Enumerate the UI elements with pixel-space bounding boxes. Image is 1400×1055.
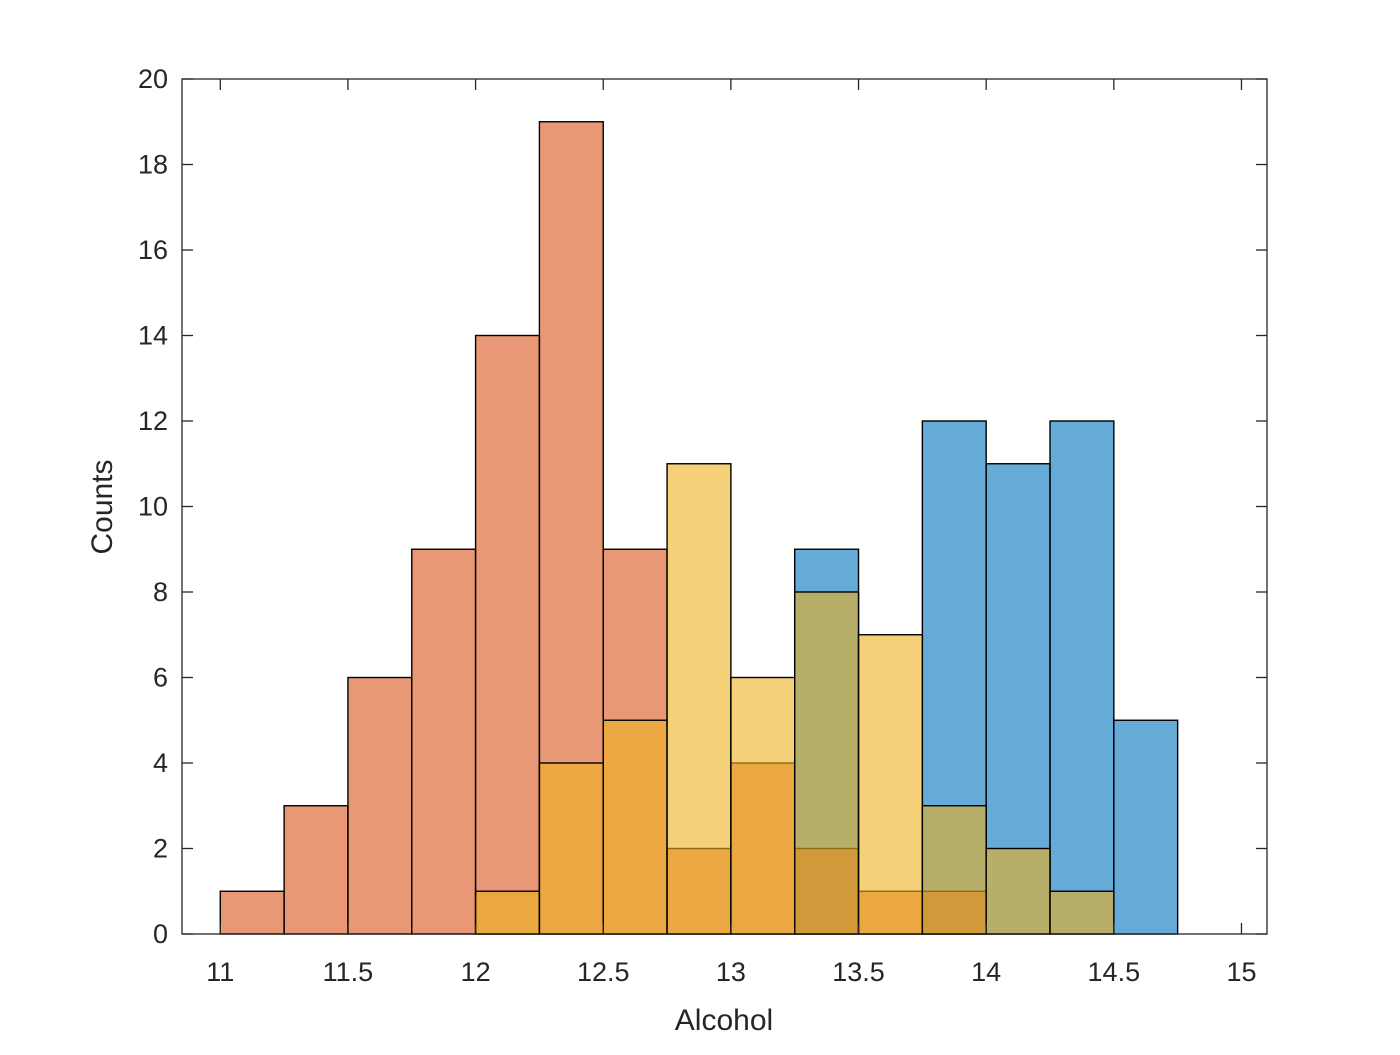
- y-tick-label: 10: [138, 492, 168, 522]
- y-tick-label: 6: [153, 663, 168, 693]
- bar-series-3-bin-6: [538, 762, 604, 935]
- x-tick-label: 13: [716, 957, 746, 987]
- bar-series-3-bin-11: [857, 634, 924, 935]
- x-tick-label: 11: [206, 957, 234, 987]
- y-tick-label: 12: [138, 406, 168, 436]
- bar-series-3-bin-14: [1049, 890, 1115, 935]
- y-tick-label: 20: [138, 64, 168, 94]
- bar-series-2-bin-2: [283, 805, 349, 935]
- x-tick-label: 15: [1226, 957, 1256, 987]
- x-tick-label: 11.5: [323, 957, 374, 987]
- y-tick-label: 8: [153, 577, 168, 607]
- bar-series-3-bin-5: [474, 890, 541, 935]
- bar-series-2-bin-1: [219, 890, 285, 935]
- y-tick-label: 2: [153, 834, 168, 864]
- bar-series-3-bin-8: [666, 463, 732, 935]
- bar-series-3-bin-13: [985, 847, 1051, 935]
- y-tick-label: 14: [138, 321, 168, 351]
- bar-series-3-bin-12: [921, 805, 987, 935]
- x-tick-label: 12: [461, 957, 491, 987]
- bars-layer: [219, 121, 1179, 935]
- bar-series-3-bin-7: [602, 719, 668, 935]
- x-tick-label: 14.5: [1088, 957, 1141, 987]
- labels-layer: 11 11.5 12 12.5 13 13.5 14 14.5 15 0 2 4 6 8 10 12 14 16 1…: [138, 64, 1257, 987]
- x-tick-label: 12.5: [577, 957, 630, 987]
- y-tick-label: 16: [138, 235, 168, 265]
- x-tick-label: 13.5: [832, 957, 885, 987]
- bar-series-3-bin-9: [730, 676, 796, 935]
- bar-series-2-bin-5: [474, 334, 541, 935]
- y-tick-label: 18: [138, 150, 168, 180]
- bar-series-1-bin-14: [1049, 420, 1115, 935]
- bar-series-2-bin-3: [347, 676, 413, 935]
- x-tick-label: 14: [971, 957, 1001, 987]
- y-tick-label: 0: [153, 919, 168, 949]
- y-axis-title: Counts: [86, 459, 119, 554]
- bar-series-3-bin-10: [794, 591, 860, 935]
- y-tick-label: 4: [153, 748, 168, 778]
- x-axis-title: Alcohol: [675, 1004, 773, 1037]
- bar-series-2-bin-4: [411, 548, 477, 935]
- bar-series-1-bin-15: [1113, 719, 1179, 935]
- axes-layer: [181, 78, 1268, 935]
